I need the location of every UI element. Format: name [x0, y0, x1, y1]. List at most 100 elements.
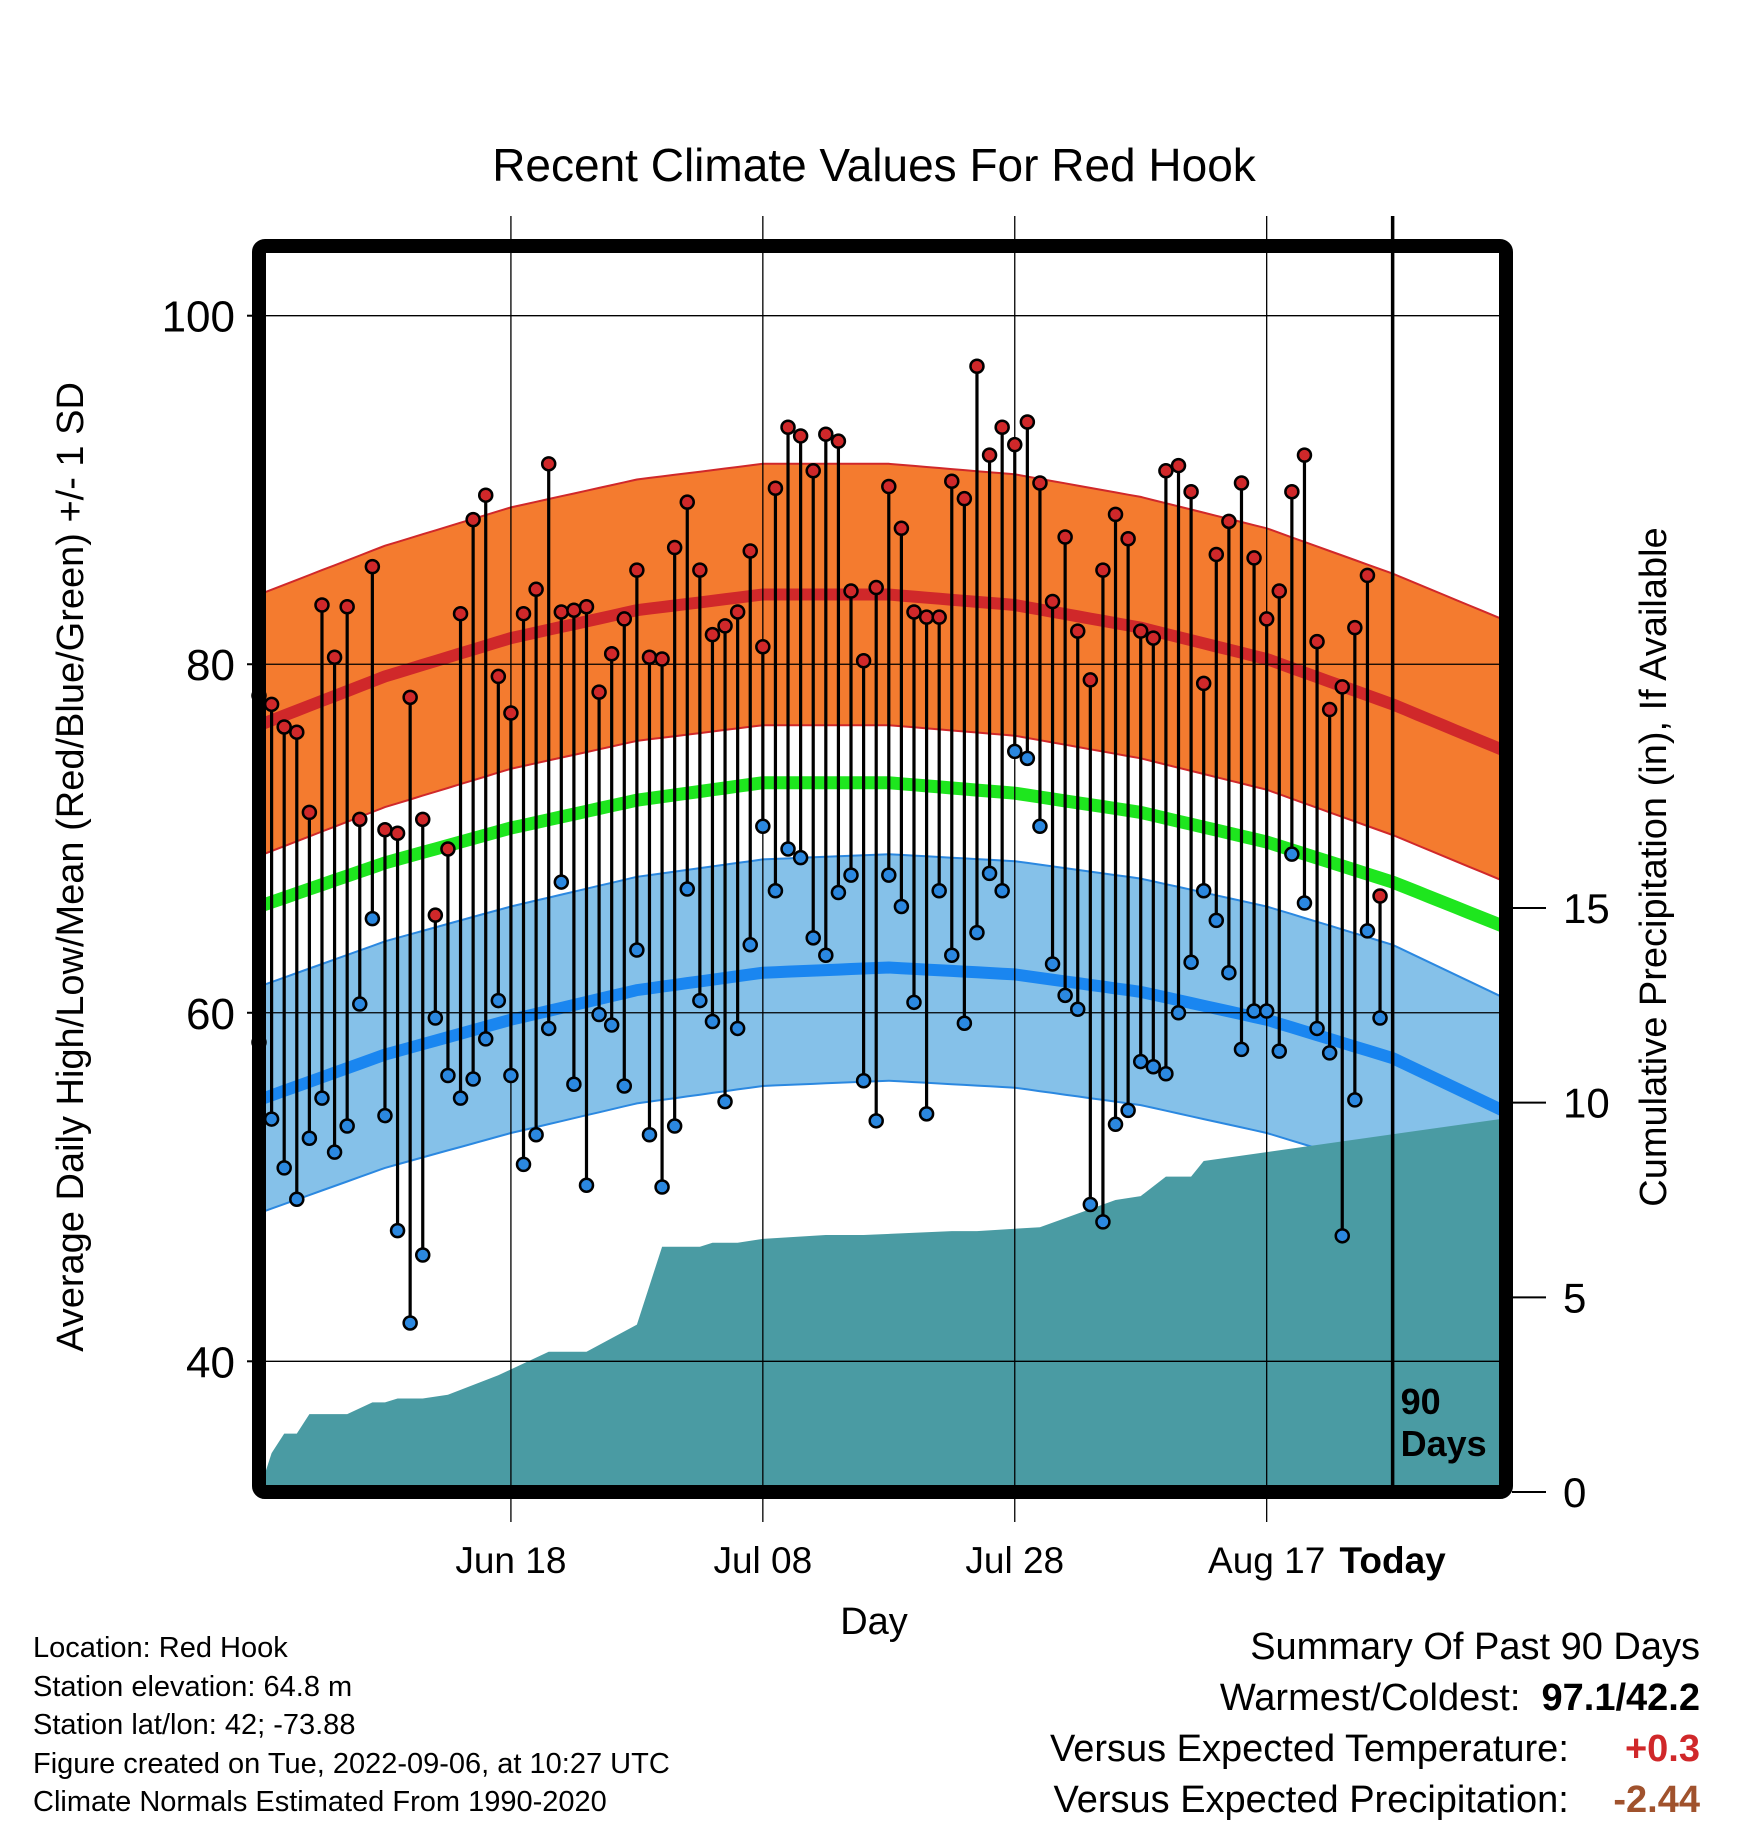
low-point [1107, 1116, 1124, 1133]
low-point [553, 874, 570, 890]
high-point [944, 473, 960, 490]
low-point [780, 841, 796, 857]
high-point [704, 626, 721, 643]
low-point [1296, 895, 1313, 911]
high-point [792, 428, 809, 444]
low-point [1359, 923, 1376, 939]
high-point [1057, 529, 1073, 545]
location-text: Location: Red Hook [33, 1632, 288, 1664]
high-point [263, 696, 280, 713]
high-point [1158, 463, 1174, 479]
high-point [1309, 633, 1325, 650]
high-point [528, 581, 544, 598]
high-point [1069, 623, 1086, 639]
high-point [805, 463, 821, 479]
high-point [515, 605, 532, 622]
high-point [767, 480, 784, 496]
high-point [490, 668, 507, 685]
high-point [1132, 623, 1149, 639]
high-point [843, 583, 859, 599]
precip-value: -2.44 [1613, 1779, 1700, 1821]
low-point [1321, 1045, 1338, 1061]
y2-tick-label: 15 [1563, 885, 1610, 932]
low-point [1019, 750, 1036, 767]
low-point [377, 1107, 393, 1124]
low-point [994, 883, 1010, 899]
low-band-upper-edge [258, 853, 1507, 1000]
low-point [717, 1093, 733, 1110]
low-point [326, 1144, 343, 1160]
high-point [540, 456, 557, 472]
high-point [918, 609, 935, 625]
low-point [981, 865, 998, 882]
low-point [1082, 1196, 1099, 1213]
low-point [1334, 1228, 1351, 1244]
low-point [855, 1072, 872, 1089]
high-point [629, 562, 645, 578]
high-point [1321, 701, 1338, 718]
plot-frame [252, 239, 1513, 1499]
low-point [641, 1127, 658, 1143]
y-tick-label: 60 [186, 990, 235, 1039]
low-point [629, 942, 645, 958]
low-point [755, 818, 771, 835]
high-point [1044, 593, 1061, 610]
x-tick-label: Jul 28 [965, 1540, 1064, 1581]
high-point [1258, 611, 1275, 627]
low-point [666, 1118, 683, 1134]
high-point [326, 649, 343, 666]
station-info: Location: Red Hook Station elevation: 64… [33, 1629, 670, 1822]
low-point [1183, 954, 1199, 970]
precip-area [259, 1118, 1506, 1492]
low-point [704, 1013, 721, 1030]
high-point [339, 598, 355, 615]
high-point [868, 579, 884, 596]
low-point [477, 1031, 494, 1047]
low-point [1372, 1010, 1388, 1026]
high-point [1246, 550, 1262, 566]
low-band-lower-edge [258, 1079, 1507, 1227]
low-point [515, 1156, 532, 1173]
x-tick-label: Aug 17 [1208, 1540, 1325, 1581]
low-point [792, 849, 809, 866]
x-tick-label: Jul 08 [713, 1540, 812, 1581]
high-point [553, 604, 570, 620]
high-point [1032, 475, 1048, 491]
low-point [528, 1127, 544, 1143]
low-point [906, 994, 922, 1011]
low-point [289, 1191, 305, 1207]
today-window-label: Days [1401, 1423, 1487, 1464]
warmest-label: Warmest/Coldest: [1219, 1677, 1521, 1719]
low-point [603, 1017, 620, 1033]
low-point [314, 1090, 330, 1106]
high-point [1082, 672, 1099, 688]
low-point [1170, 1005, 1187, 1021]
low-point [956, 1015, 973, 1031]
created-text: Figure created on Tue, 2022-09-06, at 10… [33, 1747, 670, 1780]
high-point [1183, 483, 1199, 500]
high-point [1007, 436, 1023, 453]
low-point [578, 1177, 595, 1194]
low-point [767, 883, 784, 899]
high-point [666, 539, 683, 556]
low-point [969, 924, 985, 941]
y-tick-label: 100 [162, 293, 235, 342]
y2-tick-label: 5 [1563, 1274, 1586, 1321]
low-point [1069, 1001, 1086, 1018]
low-point [931, 883, 947, 899]
high-point [641, 649, 658, 666]
high-point [1296, 447, 1313, 463]
low-point [352, 996, 368, 1012]
summary-warmest-row: Warmest/Coldest: 97.1/42.2 [1050, 1673, 1700, 1724]
low-point [1120, 1102, 1136, 1119]
low-point [263, 1111, 280, 1127]
high-point [692, 562, 708, 578]
high-point [402, 689, 418, 706]
low-point [566, 1076, 582, 1092]
high-point [755, 639, 771, 655]
high-point [1208, 546, 1225, 563]
high-point [855, 653, 872, 669]
high-point [1195, 675, 1212, 692]
low-point [301, 1130, 318, 1146]
